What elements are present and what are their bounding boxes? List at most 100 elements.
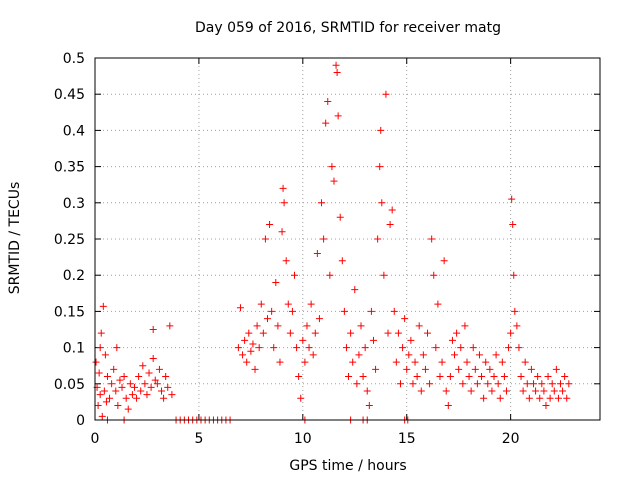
data-point <box>394 329 402 337</box>
data-point <box>145 369 153 377</box>
data-point <box>538 380 546 388</box>
data-point <box>550 387 558 395</box>
data-point <box>384 329 392 337</box>
data-point <box>353 380 361 388</box>
data-point <box>544 373 552 381</box>
data-point <box>106 394 114 402</box>
data-point <box>286 329 294 337</box>
data-point <box>263 315 271 323</box>
data-point <box>135 373 143 381</box>
data-point <box>534 373 542 381</box>
data-point <box>128 391 136 399</box>
data-point <box>124 405 132 413</box>
data-point <box>108 380 116 388</box>
data-point <box>259 329 267 337</box>
data-point <box>351 286 359 294</box>
data-point <box>455 365 463 373</box>
data-point <box>438 358 446 366</box>
data-point <box>367 307 375 315</box>
data-point <box>149 326 157 333</box>
data-point <box>488 387 496 395</box>
data-point <box>236 304 244 312</box>
data-point <box>517 373 525 381</box>
data-point <box>374 235 382 243</box>
data-point <box>372 365 380 373</box>
data-point <box>388 206 396 214</box>
data-point <box>465 373 473 381</box>
data-point <box>482 358 490 366</box>
y-tick-label: 0 <box>76 413 85 429</box>
data-point <box>519 387 527 395</box>
data-point <box>305 344 313 352</box>
data-point <box>563 394 571 402</box>
data-point <box>444 402 452 410</box>
data-point <box>257 300 265 308</box>
data-point <box>548 380 556 388</box>
data-point <box>101 351 109 359</box>
data-point <box>116 376 124 384</box>
data-point <box>419 351 427 359</box>
data-point <box>160 394 168 402</box>
data-point <box>309 351 317 359</box>
data-point <box>120 373 128 381</box>
data-point <box>378 199 386 207</box>
data-point <box>361 344 369 352</box>
data-point <box>282 257 290 265</box>
data-point <box>141 380 149 388</box>
data-point <box>268 307 276 315</box>
data-point <box>328 163 336 171</box>
data-point <box>492 351 500 359</box>
data-point <box>525 394 533 402</box>
data-point <box>100 387 108 395</box>
data-point <box>515 344 523 352</box>
data-point <box>326 271 334 279</box>
data-point <box>436 373 444 381</box>
data-point <box>446 373 454 381</box>
data-point <box>507 329 515 337</box>
data-point <box>102 398 110 406</box>
data-point <box>411 358 419 366</box>
data-point <box>288 307 296 315</box>
data-point <box>442 387 450 395</box>
data-point <box>457 344 465 352</box>
data-point <box>421 365 429 373</box>
data-point <box>315 315 323 323</box>
data-point <box>324 97 332 105</box>
data-point <box>434 300 442 308</box>
data-point <box>99 302 107 310</box>
data-point <box>96 391 104 399</box>
data-point <box>320 235 328 243</box>
data-point <box>510 271 518 279</box>
data-point <box>480 394 488 402</box>
data-point <box>494 380 502 388</box>
data-point <box>122 394 130 402</box>
data-point <box>97 329 105 337</box>
data-point <box>509 221 517 229</box>
data-point <box>303 322 311 330</box>
data-point <box>467 387 475 395</box>
data-point <box>554 394 562 402</box>
data-point <box>284 300 292 308</box>
data-point <box>500 373 508 381</box>
data-point <box>307 300 315 308</box>
data-point <box>552 365 560 373</box>
data-point <box>505 344 513 352</box>
data-point <box>448 336 456 344</box>
data-point <box>333 68 341 76</box>
chart-title: Day 059 of 2016, SRMTID for receiver mat… <box>195 20 501 36</box>
data-point <box>245 329 253 337</box>
x-tick-label: 10 <box>294 431 312 447</box>
data-point <box>162 373 170 381</box>
x-tick-label: 15 <box>398 431 416 447</box>
data-point <box>430 271 438 279</box>
data-point <box>415 322 423 330</box>
data-point <box>390 307 398 315</box>
grid-lines <box>95 58 600 420</box>
data-point <box>523 380 531 388</box>
data-point <box>377 126 385 134</box>
data-point <box>291 271 299 279</box>
data-point <box>266 221 274 229</box>
data-point <box>112 387 120 395</box>
y-tick-label: 0.4 <box>63 123 85 139</box>
data-point <box>151 376 159 384</box>
